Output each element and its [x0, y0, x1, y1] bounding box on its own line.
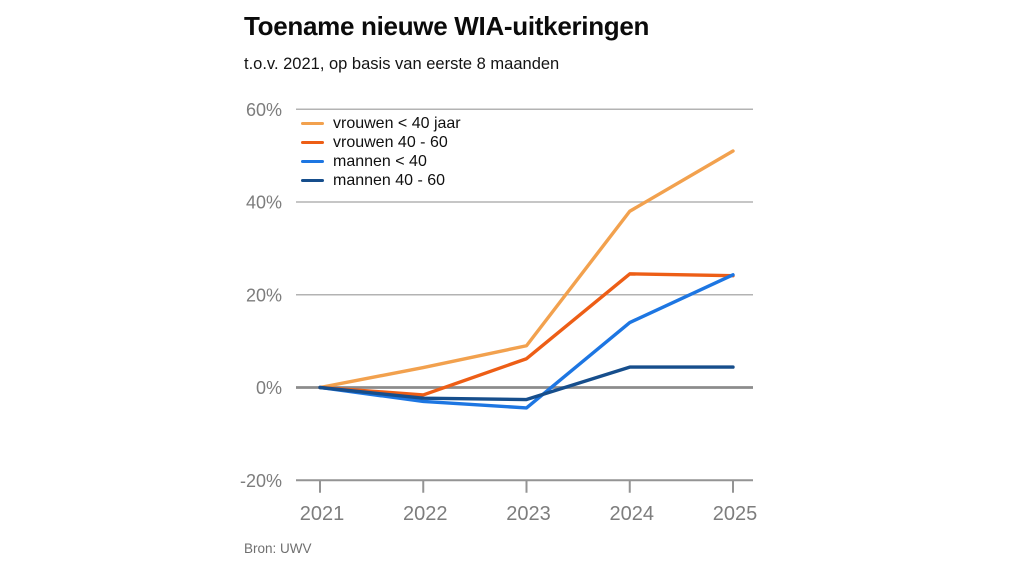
x-axis-tick-label: 2023 [506, 503, 551, 525]
y-axis-tick-label: 60% [246, 100, 282, 120]
legend-item-mannen-40-60: mannen 40 - 60 [301, 171, 461, 190]
legend-swatch-mannen-40 [301, 159, 324, 164]
legend-item-vrouwen-40-60: vrouwen 40 - 60 [301, 133, 461, 152]
y-axis-tick-label: -20% [240, 471, 282, 491]
x-axis-tick-label: 2025 [713, 503, 758, 525]
chart-subtitle: t.o.v. 2021, op basis van eerste 8 maand… [244, 55, 560, 73]
line-mannen-40-60 [318, 365, 735, 402]
legend-swatch-mannen-40-60 [301, 178, 324, 183]
legend-label: vrouwen < 40 jaar [333, 114, 461, 132]
legend-label: vrouwen 40 - 60 [333, 133, 448, 151]
source-note: Bron: UWV [244, 541, 312, 556]
legend-label: mannen 40 - 60 [333, 171, 446, 189]
y-axis-tick-label: 20% [246, 285, 282, 305]
legend-swatch-vrouwen-40-60 [301, 140, 324, 145]
legend-item-vrouwen-40-jaar: vrouwen < 40 jaar [301, 114, 461, 133]
chart-title: Toename nieuwe WIA-uitkeringen [244, 11, 650, 41]
x-axis-tick-label: 2022 [403, 503, 448, 525]
x-axis-tick-label: 2021 [300, 503, 345, 525]
chart-legend: vrouwen < 40 jaar vrouwen 40 - 60 mannen <… [301, 114, 461, 190]
x-axis-tick-label: 2024 [610, 503, 655, 525]
line-mannen-40 [318, 273, 735, 410]
y-axis-tick-label: 40% [246, 193, 282, 213]
line-vrouwen-40-jaar [318, 149, 735, 390]
legend-swatch-vrouwen-40-jaar [301, 121, 324, 126]
legend-label: mannen < 40 [333, 152, 427, 170]
y-axis-tick-label: 0% [256, 378, 282, 398]
legend-item-mannen-40: mannen < 40 [301, 152, 461, 171]
line-vrouwen-40-60 [318, 272, 735, 397]
